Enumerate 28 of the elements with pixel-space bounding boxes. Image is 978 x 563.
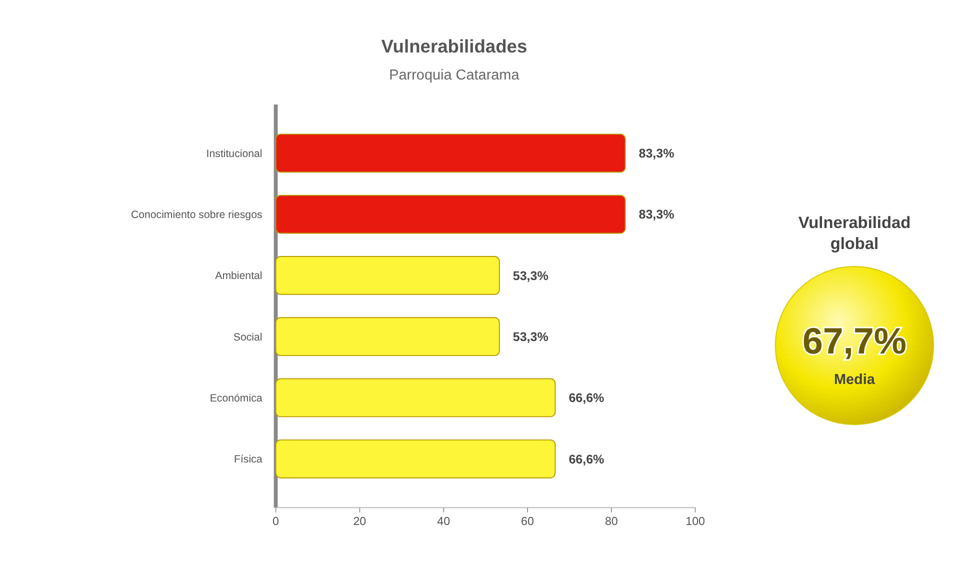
bar — [275, 378, 556, 418]
chart-title: Vulnerabilidades — [381, 35, 528, 56]
data-label: 83,3% — [638, 208, 674, 222]
bar — [275, 439, 556, 478]
data-label: 83,3% — [638, 146, 674, 161]
x-tick-label: 40 — [437, 516, 450, 528]
y-tick-label: Institucional — [206, 148, 262, 160]
bar — [275, 256, 500, 295]
bar — [275, 194, 626, 234]
bar — [275, 134, 626, 173]
bar — [275, 317, 500, 356]
data-label: 66,6% — [568, 391, 604, 406]
x-tick-label: 100 — [686, 516, 705, 528]
data-label: 53,3% — [512, 268, 548, 283]
x-tick-label: 60 — [521, 516, 534, 528]
x-tick-label: 20 — [353, 516, 366, 528]
text: Media — [834, 372, 876, 388]
y-tick-label: Ambiental — [215, 270, 262, 282]
text: Vulnerabilidad global — [798, 214, 911, 254]
chart-subtitle: Parroquia Catarama — [389, 67, 520, 84]
x-tick-label: 80 — [604, 516, 618, 528]
data-label: 53,3% — [512, 330, 548, 344]
data-label: 66,6% — [568, 452, 604, 466]
y-tick-label: Económica — [210, 392, 262, 404]
y-tick-label: Conocimiento sobre riesgos — [130, 209, 262, 222]
y-tick-label: Física — [234, 454, 262, 466]
y-tick-label: Social — [233, 331, 262, 344]
x-tick-label: 0 — [272, 516, 279, 528]
